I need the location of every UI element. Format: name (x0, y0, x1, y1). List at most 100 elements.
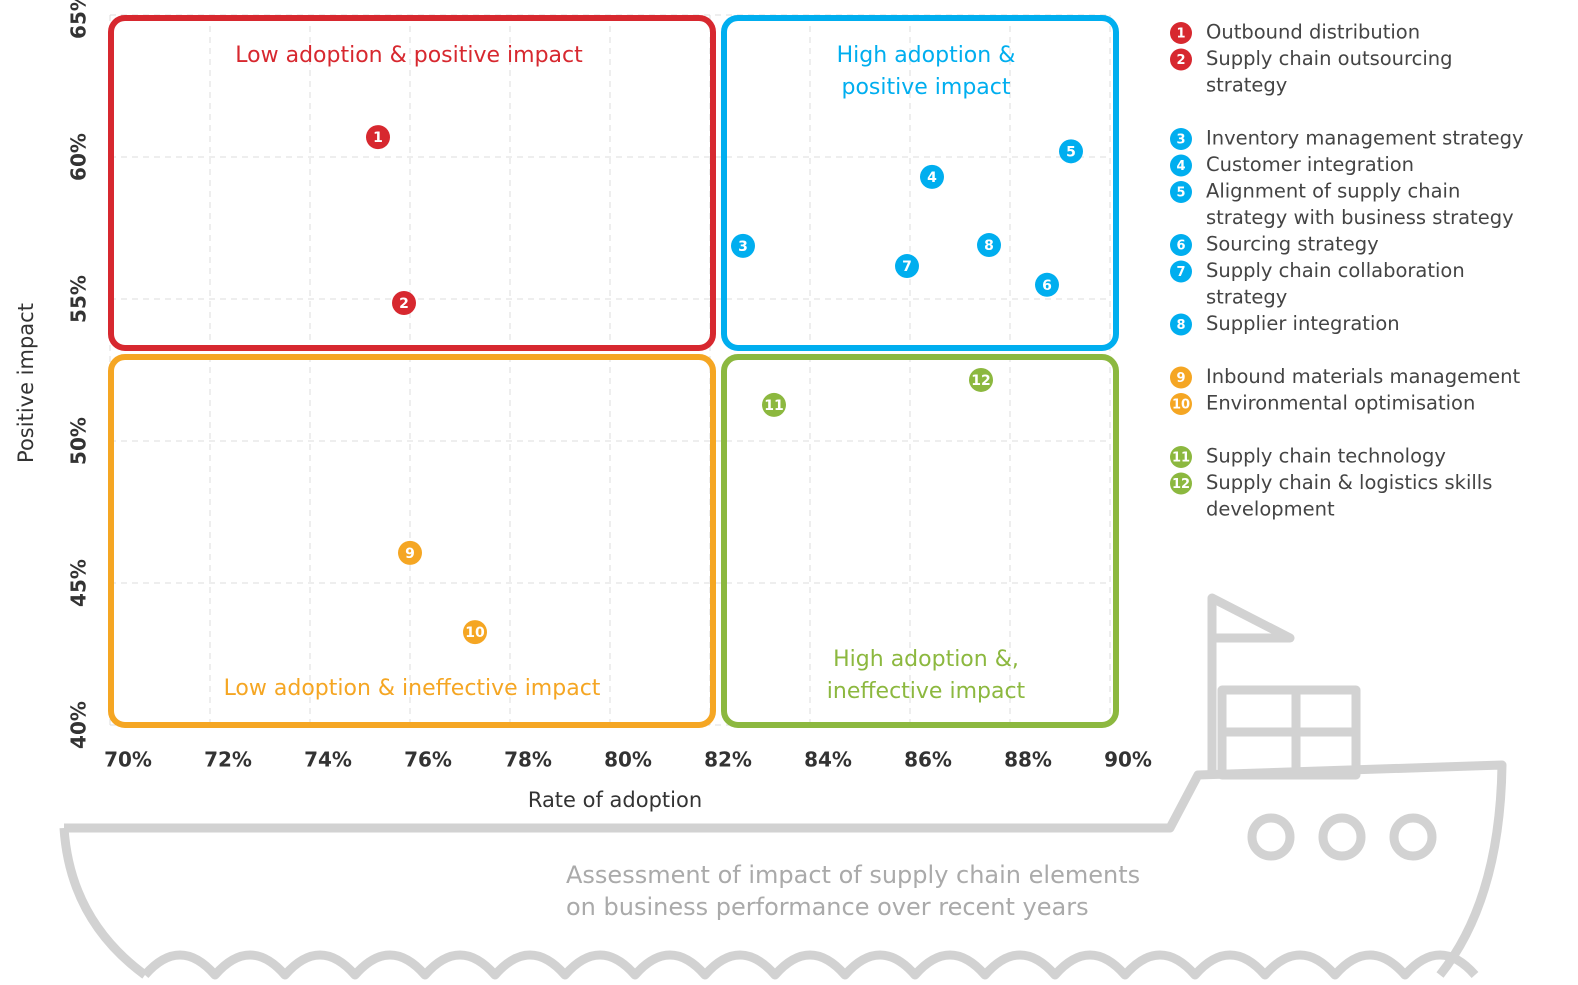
point-label: 9 (405, 546, 415, 562)
point-marker (1170, 393, 1192, 415)
legend-label: Sourcing strategy (1206, 233, 1379, 256)
legend-label: Inventory management strategy (1206, 127, 1524, 150)
ship-illustration (59, 593, 1507, 980)
marker: 10 (1170, 393, 1192, 415)
point-label: 4 (1176, 159, 1185, 174)
y-axis-label: Positive impact (14, 303, 38, 463)
legend-label: Outbound distribution (1206, 21, 1420, 44)
point-label: 7 (1176, 265, 1185, 280)
quadrant-title: positive impact (842, 75, 1011, 100)
legend-label: strategy (1206, 286, 1287, 309)
point-marker (1170, 48, 1192, 71)
point-marker (1170, 446, 1192, 468)
legend-label: strategy (1206, 74, 1287, 97)
quadrant-title: Low adoption & ineffective impact (224, 676, 601, 701)
x-tick-label: 90% (1104, 748, 1152, 772)
quadrant-title: Low adoption & positive impact (235, 43, 583, 68)
marker: 11 (1170, 446, 1192, 468)
point-marker (1170, 181, 1192, 203)
y-tick-label: 60% (67, 133, 91, 181)
point-label: 6 (1176, 239, 1185, 254)
point-marker (977, 233, 1001, 258)
marker: 12 (1170, 472, 1192, 495)
quadrant-title: ineffective impact (827, 679, 1026, 704)
caption: Assessment of impact of supply chain ele… (566, 861, 1140, 889)
marker: 10 (463, 620, 487, 645)
x-tick-label: 70% (104, 748, 152, 772)
x-tick-label: 88% (1004, 748, 1052, 772)
legend-label: Supply chain collaboration (1206, 259, 1465, 282)
y-tick-label: 45% (67, 559, 91, 607)
point-marker (1170, 22, 1192, 44)
x-axis-label: Rate of adoption (528, 788, 702, 812)
y-tick-label: 50% (67, 417, 91, 465)
marker: 4 (1170, 154, 1192, 177)
point-label: 1 (373, 130, 383, 146)
quadrant-title: High adoption &, (833, 647, 1019, 672)
grid (109, 14, 1111, 726)
point-label: 4 (927, 170, 937, 186)
marker: 2 (1170, 48, 1192, 71)
point-label: 12 (971, 373, 990, 389)
point-label: 2 (399, 296, 409, 312)
point-marker (392, 290, 416, 315)
marker: 6 (1035, 272, 1059, 297)
marker: 4 (920, 164, 944, 189)
point-marker (1170, 154, 1192, 177)
y-tick-label: 40% (67, 701, 91, 749)
marker: 9 (1170, 366, 1192, 389)
point-marker (1059, 139, 1083, 164)
legend-label: Supply chain & logistics skills (1206, 471, 1492, 494)
legend-label: Inbound materials management (1206, 365, 1520, 388)
point-label: 9 (1176, 371, 1185, 386)
x-tick-label: 76% (404, 748, 452, 772)
y-tick-label: 65% (67, 0, 91, 39)
x-tick-label: 84% (804, 748, 852, 772)
point-label: 8 (1176, 318, 1185, 333)
caption: on business performance over recent year… (566, 893, 1089, 921)
quadrant-title: High adoption & (837, 43, 1016, 68)
marker: 11 (762, 392, 786, 417)
quadrant-box (721, 354, 1119, 728)
marker: 7 (1170, 260, 1192, 283)
point-marker (1170, 366, 1192, 389)
point-marker (762, 392, 786, 417)
marker: 1 (366, 125, 390, 150)
point-label: 12 (1172, 477, 1190, 492)
point-marker (920, 164, 944, 189)
legend-label: strategy with business strategy (1206, 206, 1514, 229)
marker: 3 (731, 233, 755, 258)
point-marker (895, 254, 919, 279)
x-tick-label: 78% (504, 748, 552, 772)
marker: 1 (1170, 22, 1192, 44)
point-marker (969, 367, 993, 392)
point-marker (1035, 272, 1059, 297)
point-marker (1170, 128, 1192, 150)
point-label: 5 (1066, 144, 1076, 160)
marker: 5 (1059, 139, 1083, 164)
point-label: 3 (1176, 133, 1185, 148)
legend-label: Alignment of supply chain (1206, 180, 1460, 203)
point-label: 10 (1172, 398, 1190, 413)
x-tick-label: 80% (604, 748, 652, 772)
point-label: 10 (465, 625, 485, 641)
x-tick-label: 74% (304, 748, 352, 772)
point-marker (731, 233, 755, 258)
legend-label: Supplier integration (1206, 312, 1400, 335)
quadrant-box (108, 354, 716, 728)
point-label: 7 (902, 259, 912, 275)
point-marker (463, 620, 487, 645)
x-tick-label: 82% (704, 748, 752, 772)
marker: 6 (1170, 234, 1192, 256)
marker: 7 (895, 254, 919, 279)
point-label: 1 (1176, 27, 1185, 42)
point-marker (1170, 234, 1192, 256)
legend-label: development (1206, 498, 1335, 521)
legend-label: Environmental optimisation (1206, 392, 1475, 415)
marker: 3 (1170, 128, 1192, 150)
point-marker (1170, 260, 1192, 283)
x-tick-label: 72% (204, 748, 252, 772)
legend-label: Customer integration (1206, 153, 1414, 176)
point-marker (1170, 472, 1192, 495)
